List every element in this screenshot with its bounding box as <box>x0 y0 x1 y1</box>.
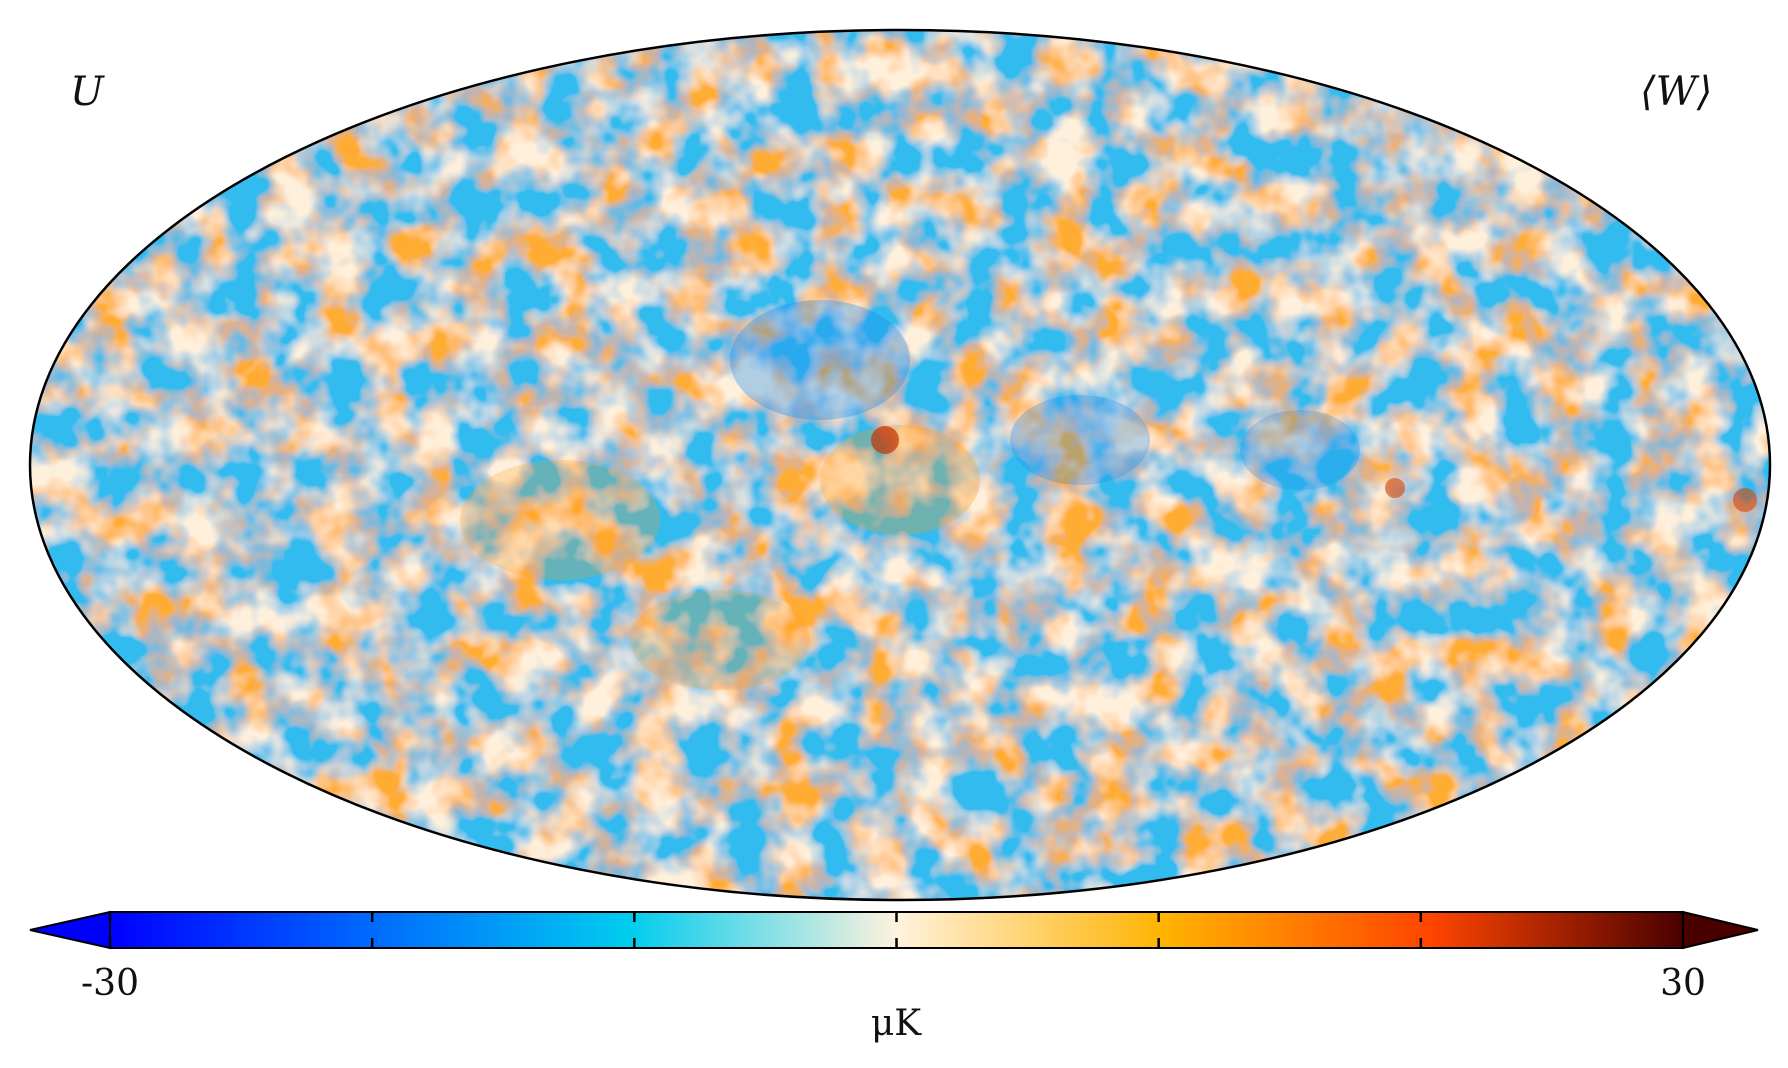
frequency-band-label: ⟨W⟩ <box>1640 69 1712 115</box>
colorbar-high-extension <box>1682 910 1759 950</box>
sky-map-hotspot <box>1733 488 1757 512</box>
sky-map <box>28 28 1772 902</box>
colorbar-unit-label: μK <box>871 1003 922 1044</box>
sky-map-outline <box>28 28 1772 902</box>
colorbar-max-label: 30 <box>1660 963 1706 1004</box>
sky-map-hotspot <box>1385 478 1405 498</box>
sky-map-blue-patch <box>730 300 910 420</box>
colorbar-ticks <box>108 912 1685 948</box>
sky-map-blue-patch <box>1240 410 1360 490</box>
sky-map-orange-patch <box>460 460 660 580</box>
sky-map-orange-patch <box>820 425 980 535</box>
sky-map-blue-patch <box>1010 395 1150 485</box>
colorbar-min-label: -30 <box>81 963 139 1004</box>
stokes-parameter-label: U <box>70 69 105 115</box>
sky-map-hotspot <box>871 426 899 454</box>
colorbar-low-extension <box>29 910 111 950</box>
colorbar: -30 30 μK <box>29 910 1759 1044</box>
sky-map-base <box>30 30 1770 900</box>
sky-map-orange-patch <box>630 590 810 690</box>
